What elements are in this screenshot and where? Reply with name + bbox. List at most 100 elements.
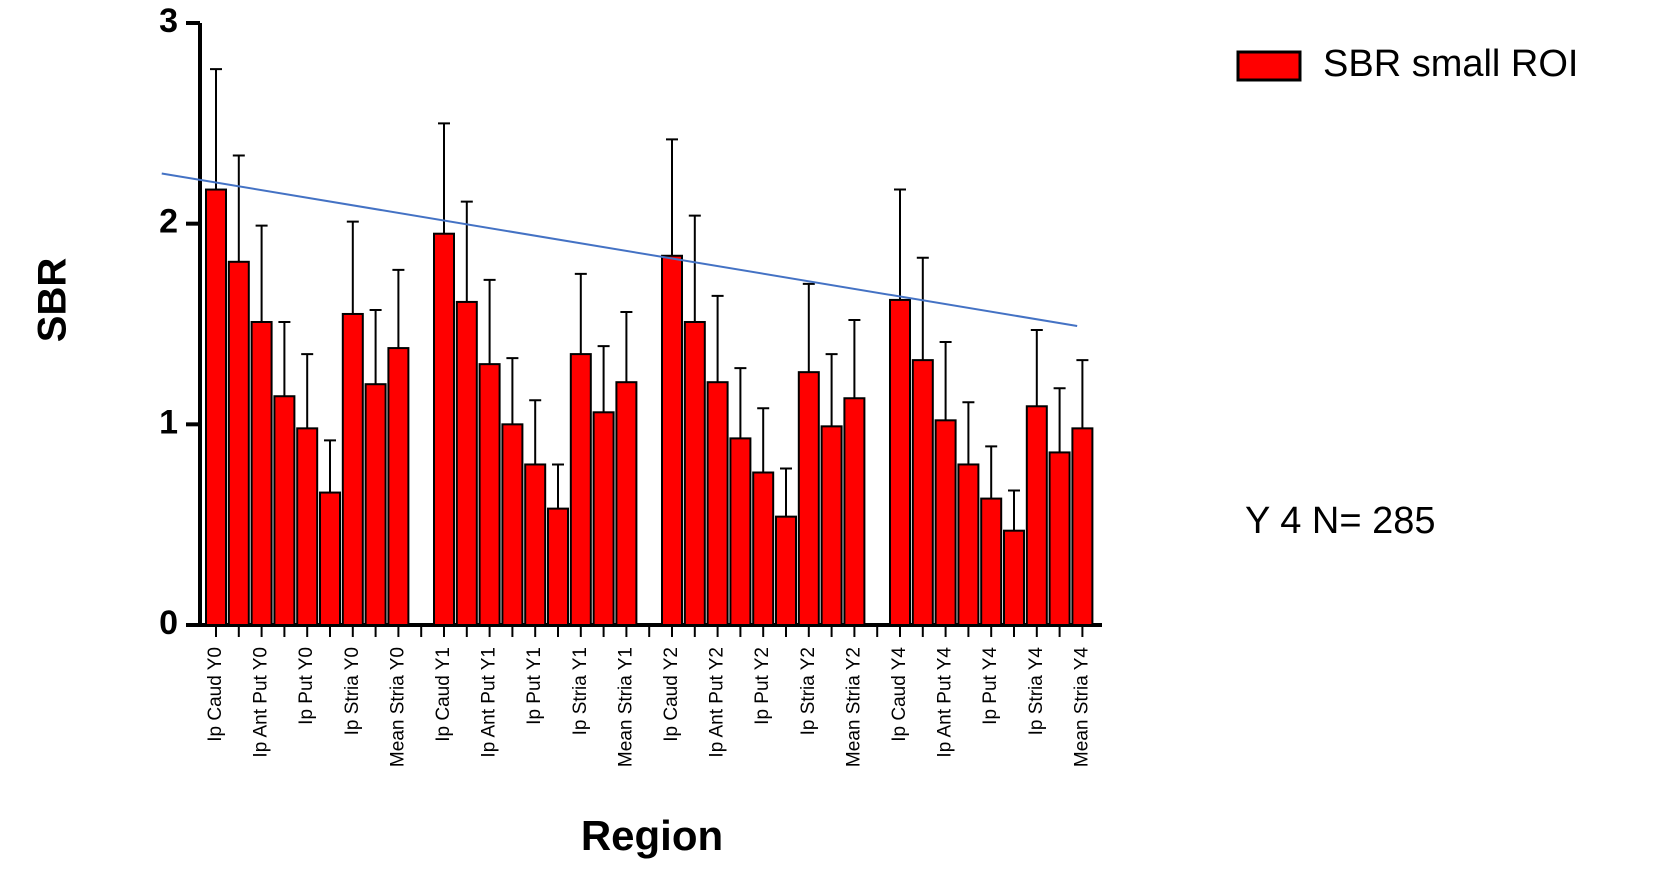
- bar: [934, 419, 957, 626]
- x-tick-label: Ip Caud Y0: [205, 647, 226, 742]
- error-bar: [939, 341, 952, 421]
- bar: [1025, 405, 1048, 627]
- error-bar: [506, 357, 519, 425]
- bar: [1003, 529, 1025, 626]
- bar: [797, 371, 820, 626]
- x-tick-label: Ip Caud Y2: [661, 647, 682, 742]
- legend-swatch: [1236, 50, 1302, 82]
- error-bar: [529, 399, 542, 465]
- x-tick-label: Ip Stria Y2: [798, 647, 819, 735]
- bar: [387, 347, 410, 626]
- x-tick-label: Ip Stria Y1: [570, 647, 591, 735]
- error-bar: [916, 256, 929, 361]
- trend-line: [161, 172, 1078, 327]
- error-bar: [734, 367, 747, 439]
- x-tick-label: Ip Ant Put Y2: [707, 647, 728, 758]
- error-bar: [1030, 329, 1043, 407]
- error-bar: [574, 272, 587, 355]
- bar: [980, 497, 1003, 626]
- error-bar: [483, 278, 496, 365]
- bar: [227, 260, 250, 626]
- x-tick-label: Ip Caud Y1: [433, 647, 454, 742]
- error-bar: [620, 310, 633, 383]
- error-bar: [392, 268, 405, 349]
- bar: [547, 507, 569, 627]
- y-axis-label: SBR: [31, 258, 75, 343]
- x-tick-label: Ip Put Y2: [752, 647, 773, 725]
- error-bar: [825, 353, 838, 427]
- annotation: Y 4 N= 285: [1245, 500, 1436, 542]
- error-bar: [962, 401, 975, 465]
- bar: [752, 471, 775, 627]
- error-bar: [711, 294, 724, 383]
- error-bar: [278, 320, 291, 397]
- bar: [957, 463, 980, 627]
- x-tick-label: Ip Caud Y4: [889, 647, 910, 742]
- error-bar: [985, 445, 998, 499]
- bar: [661, 254, 683, 626]
- error-bar: [688, 214, 701, 322]
- error-bar: [1053, 387, 1066, 453]
- bar: [433, 232, 455, 626]
- error-bar: [460, 200, 473, 302]
- error-bar: [894, 188, 906, 300]
- error-bar: [802, 282, 815, 373]
- bar: [843, 397, 866, 626]
- bar: [820, 425, 843, 626]
- error-bar: [369, 308, 382, 385]
- bar: [455, 300, 478, 626]
- error-bar: [780, 467, 792, 517]
- y-tick-label: 1: [159, 403, 178, 441]
- x-tick-label: Mean Stria Y0: [387, 647, 408, 767]
- bar: [478, 363, 501, 626]
- bar: [911, 359, 934, 626]
- error-bar: [346, 220, 359, 314]
- error-bar: [552, 463, 564, 509]
- x-axis-label: Region: [581, 812, 723, 859]
- x-tick-label: Mean Stria Y4: [1071, 647, 1092, 767]
- bar: [364, 383, 387, 627]
- bar: [296, 427, 319, 627]
- error-bar: [232, 154, 245, 262]
- error-bar: [438, 122, 450, 234]
- bar: [569, 353, 592, 626]
- y-tick-label: 0: [159, 604, 178, 642]
- bar: [889, 298, 911, 626]
- bar: [250, 320, 273, 626]
- bar: [706, 381, 729, 626]
- bar: [319, 491, 341, 626]
- bar: [341, 312, 364, 626]
- bar: [205, 188, 227, 626]
- bar: [683, 320, 706, 626]
- x-tick-label: Mean Stria Y2: [843, 647, 864, 767]
- error-bar: [1076, 359, 1089, 429]
- x-tick-label: Ip Put Y1: [524, 647, 545, 725]
- x-tick-label: Mean Stria Y1: [615, 647, 636, 767]
- bar: [615, 381, 638, 626]
- error-bar: [324, 439, 336, 493]
- y-tick-label: 3: [159, 2, 178, 40]
- y-tick-label: 2: [159, 203, 178, 241]
- x-tick-label: Ip Stria Y0: [342, 647, 363, 735]
- error-bar: [597, 345, 610, 413]
- bar: [775, 515, 797, 627]
- bar: [592, 411, 615, 626]
- legend-label: SBR small ROI: [1323, 43, 1578, 85]
- error-bar: [757, 407, 770, 473]
- bar: [729, 437, 752, 626]
- error-bar: [210, 68, 222, 190]
- bar: [1048, 451, 1071, 626]
- error-bar: [255, 224, 268, 322]
- x-tick-label: Ip Ant Put Y1: [479, 647, 500, 758]
- x-tick-label: Ip Put Y4: [980, 647, 1001, 725]
- x-tick-label: Ip Put Y0: [296, 647, 317, 725]
- bar: [273, 395, 296, 626]
- x-tick-label: Ip Ant Put Y0: [251, 647, 272, 758]
- x-tick-label: Ip Stria Y4: [1026, 647, 1047, 736]
- error-bar: [666, 138, 678, 256]
- bar: [501, 423, 524, 627]
- error-bar: [1008, 489, 1020, 531]
- error-bar: [848, 318, 861, 399]
- bar: [524, 463, 547, 627]
